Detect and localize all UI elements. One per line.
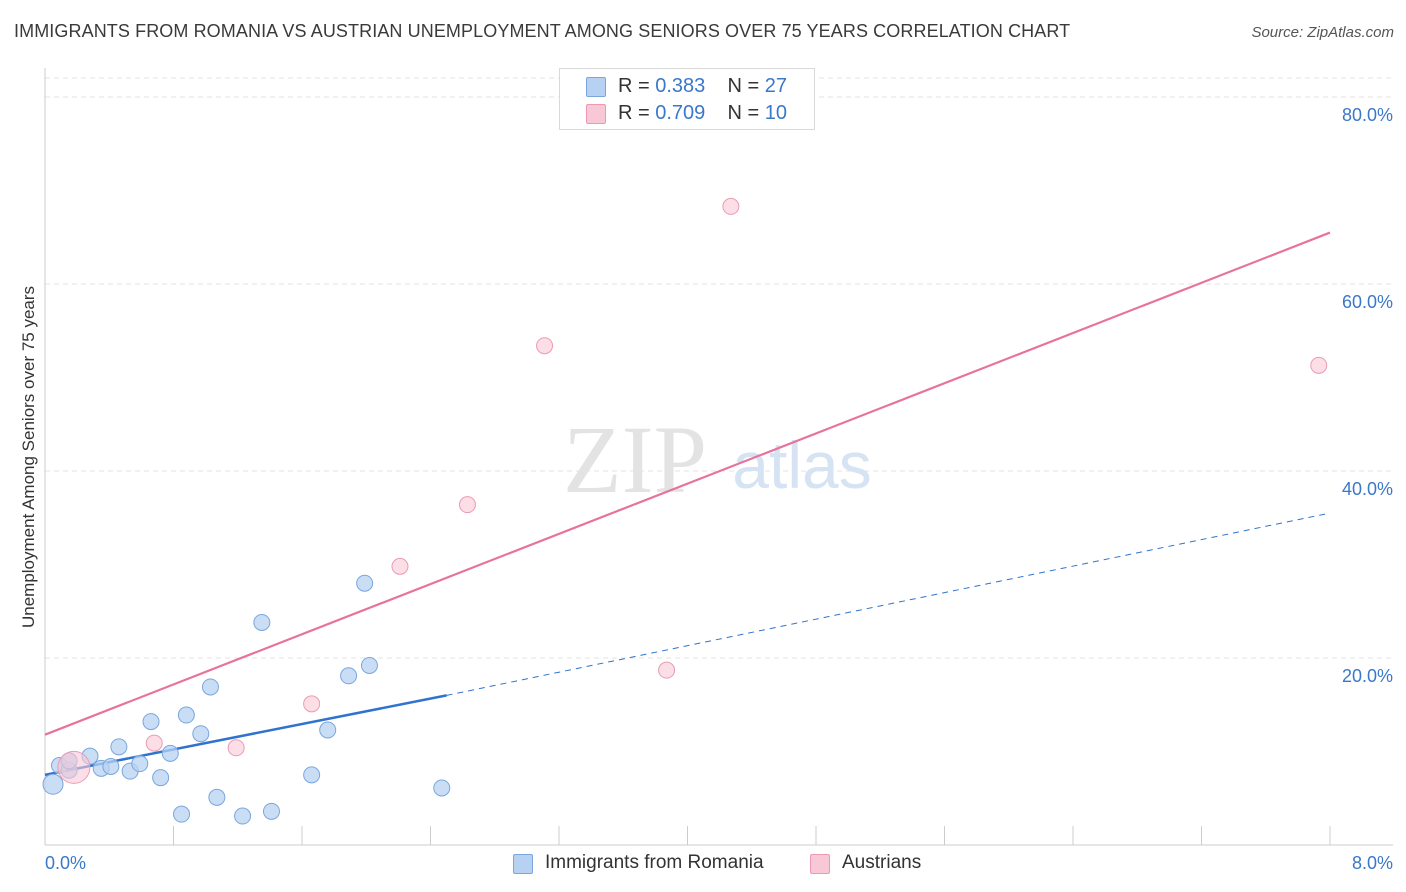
trend-line-romania-extension	[446, 512, 1331, 696]
legend-swatch-blue	[586, 77, 606, 97]
data-point-romania	[152, 769, 170, 787]
legend-swatch-pink	[586, 104, 606, 124]
data-point-romania	[356, 574, 374, 592]
data-point-romania	[360, 656, 378, 674]
data-point-romania	[192, 725, 210, 743]
data-point-austrians	[57, 750, 91, 784]
data-point-romania	[319, 721, 337, 739]
data-points	[42, 197, 1328, 825]
data-point-romania	[161, 744, 179, 762]
y-axis-label: Unemployment Among Seniors over 75 years	[19, 286, 38, 628]
n-value: 27	[764, 75, 788, 97]
data-point-austrians	[722, 197, 740, 215]
y-tick-label: 60.0%	[1342, 292, 1393, 312]
data-point-romania	[42, 773, 64, 795]
watermark-atlas: atlas	[732, 428, 871, 502]
data-point-austrians	[658, 661, 676, 679]
y-tick-label: 80.0%	[1342, 105, 1393, 125]
chart-title: IMMIGRANTS FROM ROMANIA VS AUSTRIAN UNEM…	[14, 21, 1071, 41]
data-point-romania	[208, 788, 226, 806]
data-point-romania	[234, 807, 252, 825]
y-tick-label: 20.0%	[1342, 666, 1393, 686]
data-point-austrians	[303, 695, 321, 713]
x-tick-label: 8.0%	[1352, 853, 1393, 873]
x-tick-label: 0.0%	[45, 853, 86, 873]
data-point-romania	[253, 613, 271, 631]
data-point-austrians	[1310, 356, 1328, 374]
data-point-austrians	[391, 557, 409, 575]
data-point-austrians	[536, 337, 554, 355]
axes	[44, 68, 1393, 846]
r-value: 0.383	[655, 75, 706, 97]
trend-line-austrians	[44, 231, 1331, 736]
data-point-austrians	[227, 739, 245, 757]
tick-labels: 20.0% 40.0% 60.0% 80.0% 0.0% 8.0%	[45, 105, 1393, 873]
legend-label-romania: Immigrants from Romania	[545, 852, 764, 873]
data-point-romania	[102, 757, 120, 775]
data-point-romania	[173, 805, 191, 823]
legend-swatch-blue	[513, 854, 533, 874]
data-point-romania	[201, 678, 219, 696]
data-point-romania	[131, 755, 149, 773]
y-tick-label: 40.0%	[1342, 479, 1393, 499]
data-point-romania	[142, 713, 160, 731]
legend-label-austrians: Austrians	[842, 852, 922, 873]
data-point-austrians	[458, 496, 476, 514]
data-point-romania	[177, 706, 195, 724]
data-point-romania	[262, 802, 280, 820]
watermark-zip: ZIP	[563, 406, 707, 513]
data-point-romania	[340, 667, 358, 685]
grid-lines	[45, 77, 1393, 659]
data-point-romania	[303, 766, 321, 784]
source-label: Source: ZipAtlas.com	[1251, 24, 1394, 41]
n-label: N =	[727, 75, 760, 97]
correlation-legend: R = 0.383 N = 27 R = 0.709 N = 10	[559, 68, 815, 130]
legend-swatch-pink	[810, 854, 830, 874]
watermark: ZIP atlas	[563, 406, 872, 513]
n-label: N =	[727, 102, 760, 124]
r-value: 0.709	[655, 102, 706, 124]
r-label: R =	[618, 75, 650, 97]
r-label: R =	[618, 102, 650, 124]
data-point-romania	[110, 738, 128, 756]
data-point-romania	[433, 779, 451, 797]
data-point-austrians	[145, 734, 163, 752]
n-value: 10	[764, 102, 788, 124]
